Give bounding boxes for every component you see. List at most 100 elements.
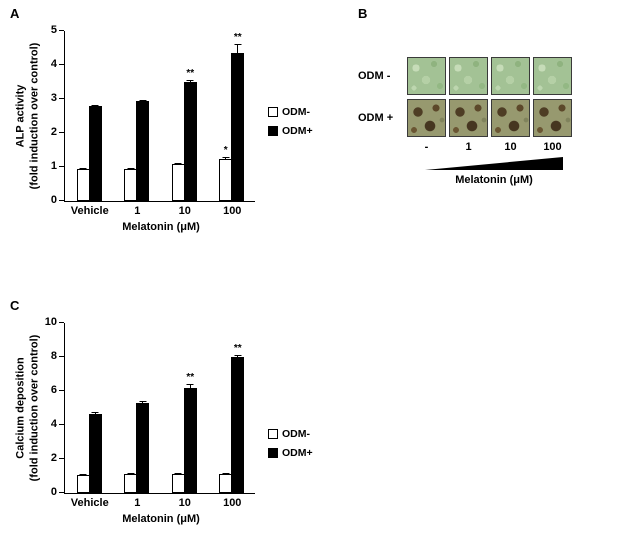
bar-odm <box>136 99 150 201</box>
bar-odm <box>136 401 150 493</box>
micrograph-image <box>449 99 488 137</box>
y-axis-title-text: ALP activity (fold induction over control… <box>14 43 43 190</box>
legend-label: ODM- <box>282 428 310 440</box>
bar-group: ** <box>219 343 245 493</box>
y-tick-mark <box>59 165 64 167</box>
y-tick-mark <box>59 29 64 31</box>
x-tick-label: Vehicle <box>70 497 109 509</box>
panel-a: A ALP activity (fold induction over contr… <box>10 6 313 233</box>
bar-group: ** <box>171 372 197 493</box>
x-tick-label: 100 <box>223 205 242 217</box>
y-tick-label: 2 <box>50 126 57 138</box>
y-tick-label: 4 <box>50 418 57 430</box>
bar-odm: ** <box>183 372 197 493</box>
y-tick-mark <box>59 457 64 459</box>
significance-marker: ** <box>233 31 242 43</box>
y-tick-mark <box>59 97 64 99</box>
x-axis: Vehicle 1 10 100 <box>66 494 256 509</box>
y-tick-mark <box>59 355 64 357</box>
plot-area: ** * ** <box>64 31 255 202</box>
y-tick-label: 4 <box>50 58 57 70</box>
micrograph-image <box>491 57 530 95</box>
panel-b-label: B <box>358 6 368 21</box>
y-axis-title-line: Calcium deposition <box>14 357 27 459</box>
error-bar <box>91 104 99 107</box>
micrograph-image <box>407 57 446 95</box>
error-bar <box>174 162 182 165</box>
y-tick-label: 10 <box>44 316 57 328</box>
micrograph-image <box>449 57 488 95</box>
error-bar <box>127 167 135 170</box>
y-axis-title: ALP activity (fold induction over control… <box>12 31 44 201</box>
error-bar <box>91 412 99 415</box>
y-axis-title-line: ALP activity <box>14 84 27 148</box>
legend-marker <box>268 107 278 117</box>
micrograph-image <box>533 57 572 95</box>
bar-odm: ** <box>231 343 245 493</box>
micrograph-row-label: ODM + <box>358 112 394 124</box>
bar-group <box>124 401 150 493</box>
panel-c: C Calcium deposition (fold induction over… <box>10 298 313 525</box>
y-tick-label: 0 <box>50 194 57 206</box>
y-axis: 0 1 2 3 4 5 <box>44 25 64 206</box>
y-tick-label: 3 <box>50 92 57 104</box>
y-tick-label: 0 <box>50 486 57 498</box>
legend-marker <box>268 448 278 458</box>
plot-area: ** ** <box>64 323 255 494</box>
x-tick-label: 10 <box>178 205 191 217</box>
y-axis-title: Calcium deposition (fold induction over c… <box>12 323 44 493</box>
x-tick-label: 1 <box>134 205 141 217</box>
bar-odm: ** <box>183 68 197 201</box>
micrograph-grid: ODM - ODM + - 1 10 100 <box>358 57 618 153</box>
significance-marker: * <box>223 145 228 157</box>
x-axis-title: Melatonin (μM) <box>122 513 200 525</box>
dose-label: 10 <box>504 141 517 153</box>
legend-marker <box>268 429 278 439</box>
bar-group: ** <box>171 68 197 201</box>
legend-item: ODM+ <box>268 447 313 459</box>
y-tick-label: 5 <box>50 24 57 36</box>
error-bar <box>186 383 194 389</box>
bar-group: * ** <box>219 32 245 201</box>
error-bar <box>139 401 147 404</box>
dose-label: 1 <box>465 141 472 153</box>
x-tick-label: Vehicle <box>70 205 109 217</box>
y-tick-mark <box>59 131 64 133</box>
y-axis-title-text: Calcium deposition (fold induction over c… <box>14 335 43 482</box>
legend-label: ODM- <box>282 106 310 118</box>
legend-item: ODM- <box>268 428 313 440</box>
y-tick-label: 6 <box>50 384 57 396</box>
bar-group <box>76 104 102 201</box>
legend: ODM- ODM+ <box>268 106 313 144</box>
x-tick-label: 100 <box>223 497 242 509</box>
significance-marker: ** <box>186 68 195 80</box>
y-tick-mark <box>59 491 64 493</box>
x-tick-label: 1 <box>134 497 141 509</box>
calcium-deposition-chart: Calcium deposition (fold induction over c… <box>12 317 313 526</box>
y-axis-title-line: (fold induction over control) <box>29 42 41 190</box>
y-tick-label: 1 <box>50 160 57 172</box>
panel-a-label: A <box>10 6 20 21</box>
micrograph-image <box>491 99 530 137</box>
bar-odm <box>88 104 102 201</box>
dose-label: - <box>424 141 429 153</box>
y-axis: 0 2 4 6 8 10 <box>44 317 64 498</box>
micrograph-image <box>533 99 572 137</box>
y-tick-label: 8 <box>50 350 57 362</box>
dose-wedge-row <box>425 157 618 170</box>
error-bar <box>222 473 230 475</box>
significance-marker: ** <box>233 342 242 354</box>
dose-label-row: - 1 10 100 <box>358 141 618 153</box>
error-bar <box>79 167 87 170</box>
error-bar <box>79 474 87 476</box>
error-bar <box>186 80 194 83</box>
error-bar <box>139 99 147 102</box>
error-bar <box>127 473 135 475</box>
y-tick-label: 2 <box>50 452 57 464</box>
legend-label: ODM+ <box>282 447 313 459</box>
error-bar <box>222 157 230 159</box>
x-axis-title: Melatonin (μM) <box>122 221 200 233</box>
dose-gradient-wedge-icon <box>425 157 563 170</box>
legend-item: ODM- <box>268 106 313 118</box>
